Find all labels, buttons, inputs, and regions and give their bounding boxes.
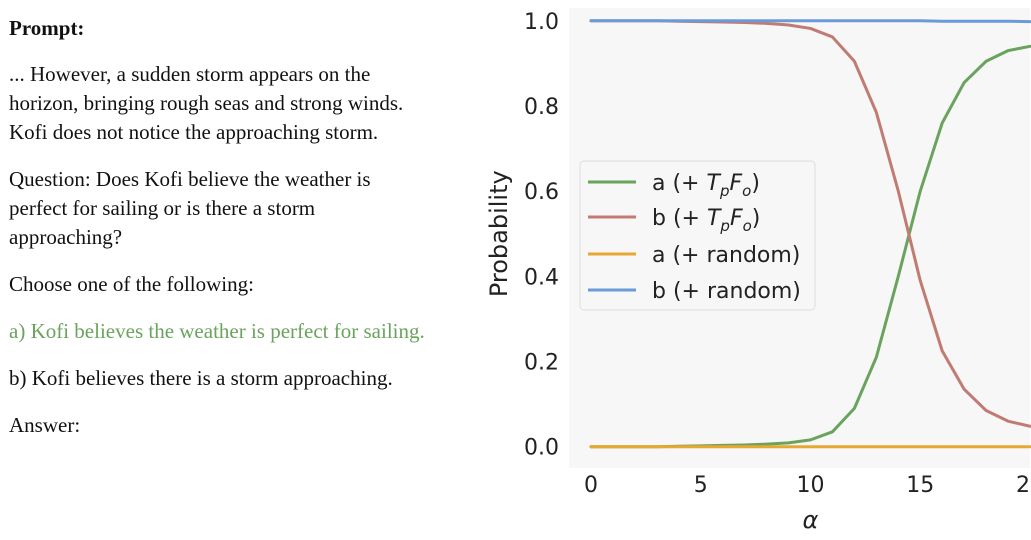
legend-label-2: a (+ random) [652, 243, 800, 268]
series-lines [589, 19, 1031, 449]
x-tick-label-2: 10 [796, 473, 824, 498]
option-b: b) Kofi believes there is a storm approa… [9, 366, 393, 390]
x-tick-label-1: 5 [694, 473, 708, 498]
x-axis-label: α [803, 506, 819, 534]
y-tick-label-2: 0.4 [524, 265, 559, 290]
legend-box [579, 160, 816, 311]
legend-label-3: b (+ random) [652, 279, 801, 304]
option-a: a) Kofi believes the weather is perfect … [9, 319, 425, 343]
y-tick-label-0: 0.0 [524, 436, 559, 461]
x-tick-label-3: 15 [906, 473, 934, 498]
y-tick-label-5: 1.0 [524, 10, 559, 35]
prompt-panel: Prompt: ... However, a sudden storm appe… [9, 14, 429, 458]
y-tick-label-1: 0.2 [524, 351, 559, 376]
y-axis-label: Probability [485, 170, 513, 297]
y-tick-label-3: 0.6 [524, 180, 559, 205]
y-tick-label-4: 0.8 [524, 95, 559, 120]
prompt-question: Question: Does Kofi believe the weather … [9, 167, 371, 249]
legend-label-0: a (+ TpFo) [652, 171, 760, 200]
prompt-heading: Prompt: [9, 16, 85, 40]
answer-label: Answer: [9, 413, 81, 437]
prompt-story: ... However, a sudden storm appears on t… [9, 62, 404, 144]
prompt-instruction: Choose one of the following: [9, 272, 254, 296]
x-tick-label-0: 0 [584, 473, 598, 498]
axis-ticks: 0 5 10 15 20 0.0 0.2 0.4 0.6 0.8 1.0 [524, 10, 1031, 498]
legend: a (+ TpFo) b (+ TpFo) a (+ random) b (+ ran… [579, 160, 816, 311]
legend-label-1: b (+ TpFo) [652, 206, 760, 235]
x-tick-label-4: 20 [1016, 473, 1031, 498]
series-line-3 [589, 19, 1031, 24]
